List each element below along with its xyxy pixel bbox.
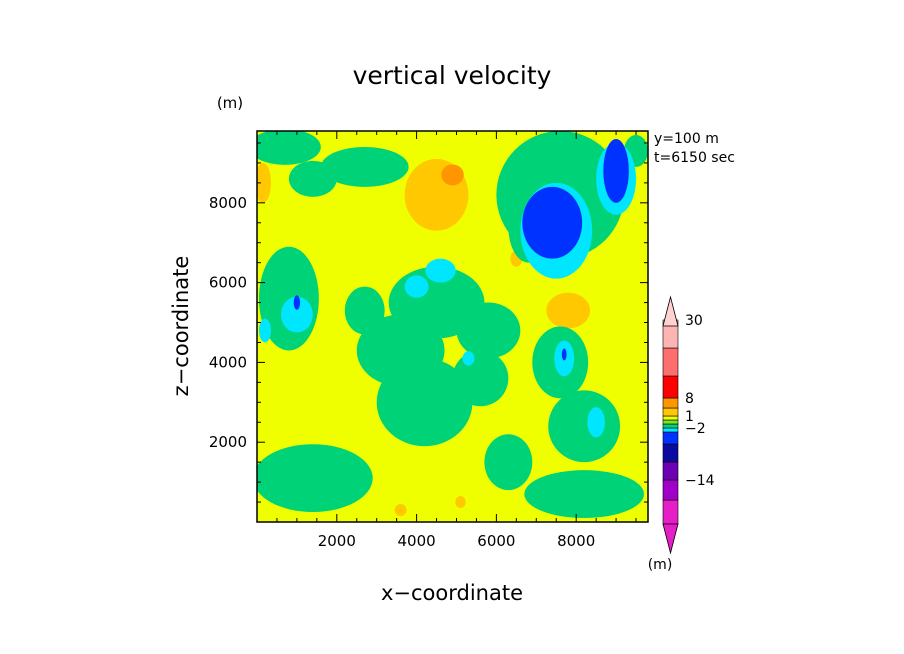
colorbar-bottom-arrow [662,523,679,555]
colorbar-top-arrow [662,295,679,327]
contour-region-green [257,444,373,513]
colorbar-label: 30 [685,313,703,329]
contour-region-core [441,164,464,186]
colorbar-band [662,431,679,445]
colorbar-band [662,347,679,377]
contour-region-positive [394,504,407,517]
x-tick-label: 6000 [477,532,515,550]
colorbar-band [662,461,679,481]
contour-region-green [257,131,321,165]
contour-region-cyan [462,351,475,366]
colorbar: 30 8 1−2 −14 [662,295,715,555]
colorbar-label: −14 [685,473,715,489]
x-tick-label: 2000 [318,532,356,550]
y-tick-label: 4000 [209,353,247,371]
colorbar-band [662,443,679,463]
colorbar-band [662,423,679,429]
contour-region-positive [455,496,466,509]
colorbar-band [662,375,679,399]
x-axis-label: x−coordinate [381,581,523,605]
y-axis-unit: (m) [217,94,243,112]
colorbar-band [662,419,679,425]
colorbar-label: 8 [685,391,694,407]
contour-region-blue [561,348,567,361]
y-tick-label: 6000 [209,274,247,292]
colorbar-label: 1 [685,409,694,425]
contour-field [257,131,648,522]
x-tick-label: 4000 [397,532,435,550]
contour-region-blue [603,138,629,203]
contour-region-green [524,470,645,519]
contour-region-green [344,286,385,335]
contour-region-cyan [587,407,605,438]
colorbar-band [662,415,679,421]
info-line-t: t=6150 sec [654,150,735,166]
info-line-y: y=100 m [654,131,719,147]
contour-region-positive [257,162,271,203]
contour-region-cyan [425,258,456,283]
contour-region-cyan [258,318,271,343]
y-tick-labels: 2000 4000 6000 8000 [209,194,247,451]
x-tick-labels: 2000 4000 6000 8000 [318,532,596,550]
axis-ticks [257,131,648,522]
colorbar-unit: (m) [648,557,673,573]
y-axis-label: z−coordinate [169,256,193,397]
contour-region-green [456,302,521,359]
contour-region-green [452,350,509,407]
colorbar-band [662,499,679,525]
contour-region-green [320,146,409,187]
contour-region-green [548,390,621,463]
contour-region-positive [546,292,591,329]
y-tick-label: 8000 [209,194,247,212]
contour-region-green [376,358,473,447]
contour-region-cyan [404,275,429,298]
contour-region-blue [522,186,583,259]
x-tick-label: 8000 [557,532,595,550]
colorbar-band [662,397,679,409]
contour-region-blue [293,295,301,310]
colorbar-label: −2 [685,421,706,437]
contour-region-green [484,434,533,491]
y-tick-label: 2000 [209,433,247,451]
contour-region-cyan [280,296,313,333]
plot-frame [256,130,649,523]
colorbar-band [662,407,679,417]
chart-title: vertical velocity [353,61,552,90]
colorbar-band [662,479,679,501]
colorbar-band [662,427,679,433]
